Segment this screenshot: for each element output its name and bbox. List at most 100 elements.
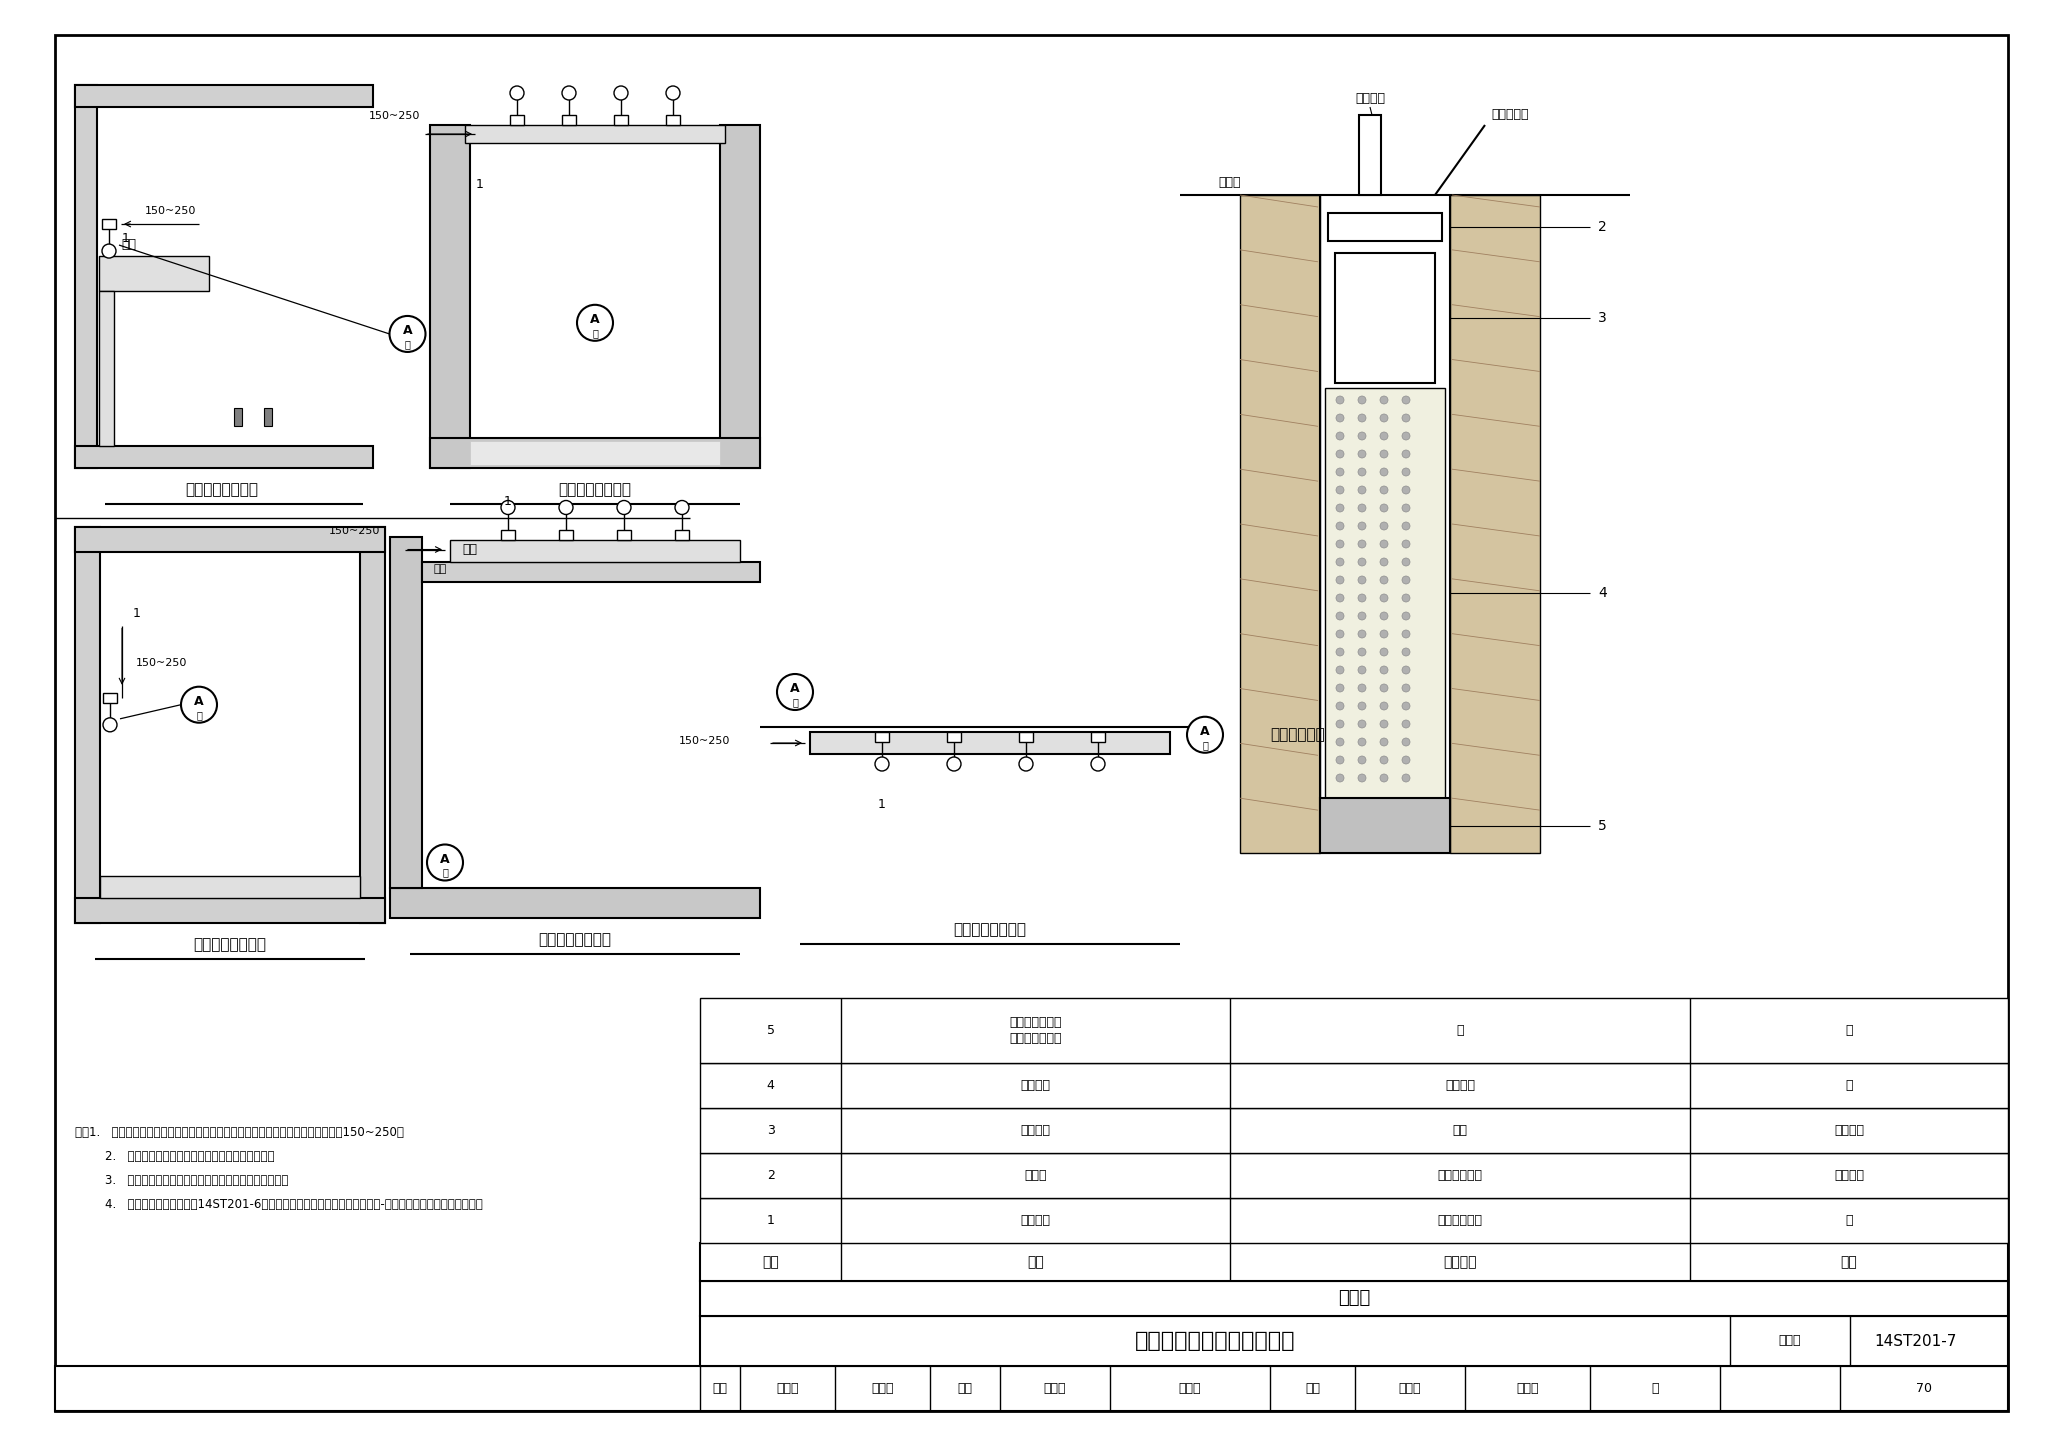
- Circle shape: [1380, 539, 1389, 548]
- Bar: [389, 536, 422, 888]
- Circle shape: [1403, 450, 1409, 458]
- Bar: [233, 408, 242, 427]
- Circle shape: [1335, 414, 1343, 422]
- Circle shape: [1335, 576, 1343, 584]
- Bar: [946, 732, 961, 742]
- Circle shape: [1335, 432, 1343, 440]
- Text: －: －: [406, 338, 410, 348]
- Text: A: A: [590, 314, 600, 327]
- Circle shape: [1403, 594, 1409, 602]
- Bar: [700, 1108, 2007, 1152]
- Text: 参比电极: 参比电极: [1833, 1124, 1864, 1137]
- Text: 站台: 站台: [434, 564, 446, 574]
- Circle shape: [666, 85, 680, 100]
- Text: 备注: 备注: [1841, 1255, 1858, 1270]
- Circle shape: [776, 674, 813, 710]
- Bar: [614, 116, 629, 124]
- Circle shape: [1335, 450, 1343, 458]
- Circle shape: [1335, 469, 1343, 476]
- Text: 页: 页: [1651, 1382, 1659, 1395]
- Text: 材料表: 材料表: [1337, 1290, 1370, 1307]
- Text: 接线盖: 接线盖: [1024, 1168, 1047, 1181]
- Text: 150~250: 150~250: [330, 526, 381, 536]
- Text: 2: 2: [766, 1168, 774, 1181]
- Text: 5: 5: [766, 1024, 774, 1037]
- Text: 电极引出线: 电极引出线: [1491, 108, 1528, 121]
- Circle shape: [1403, 756, 1409, 763]
- Bar: [811, 732, 1169, 753]
- Circle shape: [616, 500, 631, 515]
- Circle shape: [1335, 648, 1343, 656]
- Bar: [1335, 253, 1436, 383]
- Bar: [389, 888, 760, 918]
- Circle shape: [1358, 432, 1366, 440]
- Circle shape: [1403, 558, 1409, 565]
- Circle shape: [1335, 774, 1343, 782]
- Text: 地表面: 地表面: [1219, 176, 1241, 189]
- Circle shape: [1380, 630, 1389, 638]
- Circle shape: [1380, 612, 1389, 620]
- Circle shape: [1335, 558, 1343, 565]
- Text: 1: 1: [123, 231, 129, 244]
- Text: 陶瓷外壳: 陶瓷外壳: [1020, 1124, 1051, 1137]
- Circle shape: [1380, 774, 1389, 782]
- Circle shape: [1335, 720, 1343, 727]
- Text: 葛义飞: 葛义飞: [776, 1382, 799, 1395]
- Text: 图集号: 图集号: [1780, 1335, 1802, 1348]
- Text: 高架车站侧立面图: 高架车站侧立面图: [539, 933, 612, 947]
- Circle shape: [561, 85, 575, 100]
- Circle shape: [1380, 648, 1389, 656]
- Bar: [1450, 195, 1540, 853]
- Text: －: －: [1845, 1079, 1853, 1092]
- Text: 高架区间侧立面图: 高架区间侧立面图: [559, 483, 631, 497]
- Circle shape: [1403, 432, 1409, 440]
- Circle shape: [1403, 684, 1409, 693]
- Circle shape: [426, 844, 463, 881]
- Bar: [98, 256, 209, 291]
- Circle shape: [1335, 756, 1343, 763]
- Circle shape: [1335, 737, 1343, 746]
- Circle shape: [676, 500, 688, 515]
- Text: A: A: [440, 853, 451, 866]
- Bar: [700, 1281, 2007, 1316]
- Bar: [430, 438, 760, 469]
- Circle shape: [1358, 667, 1366, 674]
- Bar: [76, 526, 385, 551]
- Text: A: A: [403, 324, 412, 337]
- Circle shape: [946, 758, 961, 771]
- Circle shape: [1358, 612, 1366, 620]
- Circle shape: [1403, 576, 1409, 584]
- Text: 审核: 审核: [713, 1382, 727, 1395]
- Text: 150~250: 150~250: [145, 205, 197, 215]
- Text: 地面区间侧立面图: 地面区间侧立面图: [954, 923, 1026, 937]
- Circle shape: [1358, 720, 1366, 727]
- Circle shape: [1358, 558, 1366, 565]
- Bar: [76, 898, 385, 923]
- Text: 5: 5: [1597, 818, 1608, 833]
- Text: 符合设计要求: 符合设计要求: [1438, 1168, 1483, 1181]
- Bar: [76, 445, 373, 469]
- Circle shape: [1358, 737, 1366, 746]
- Text: 3: 3: [1597, 311, 1608, 325]
- Text: －: －: [1202, 740, 1208, 749]
- Text: 2: 2: [1597, 220, 1608, 234]
- Circle shape: [559, 500, 573, 515]
- Text: 150~250: 150~250: [137, 658, 188, 668]
- Bar: [700, 998, 2007, 1063]
- Text: 2.   参考电极在高架桥梁上安装时，不得穿透桥梁。: 2. 参考电极在高架桥梁上安装时，不得穿透桥梁。: [76, 1150, 274, 1163]
- Circle shape: [1358, 684, 1366, 693]
- Bar: [76, 526, 100, 923]
- Circle shape: [1358, 594, 1366, 602]
- Text: －: －: [592, 328, 598, 338]
- Circle shape: [1380, 701, 1389, 710]
- Text: 1: 1: [475, 178, 483, 191]
- Circle shape: [1403, 469, 1409, 476]
- Bar: [1020, 732, 1032, 742]
- Text: 测防端子: 测防端子: [1020, 1215, 1051, 1228]
- Text: 1: 1: [879, 798, 887, 811]
- Text: 注：1.   参考电极安装应符合施工图纸要求，设计无要求时距离周围墙壁距离一般为150~250。: 注：1. 参考电极安装应符合施工图纸要求，设计无要求时距离周围墙壁距离一般为15…: [76, 1126, 403, 1139]
- Circle shape: [1380, 720, 1389, 727]
- Text: －: －: [1845, 1024, 1853, 1037]
- Circle shape: [1380, 558, 1389, 565]
- Bar: [1325, 388, 1446, 798]
